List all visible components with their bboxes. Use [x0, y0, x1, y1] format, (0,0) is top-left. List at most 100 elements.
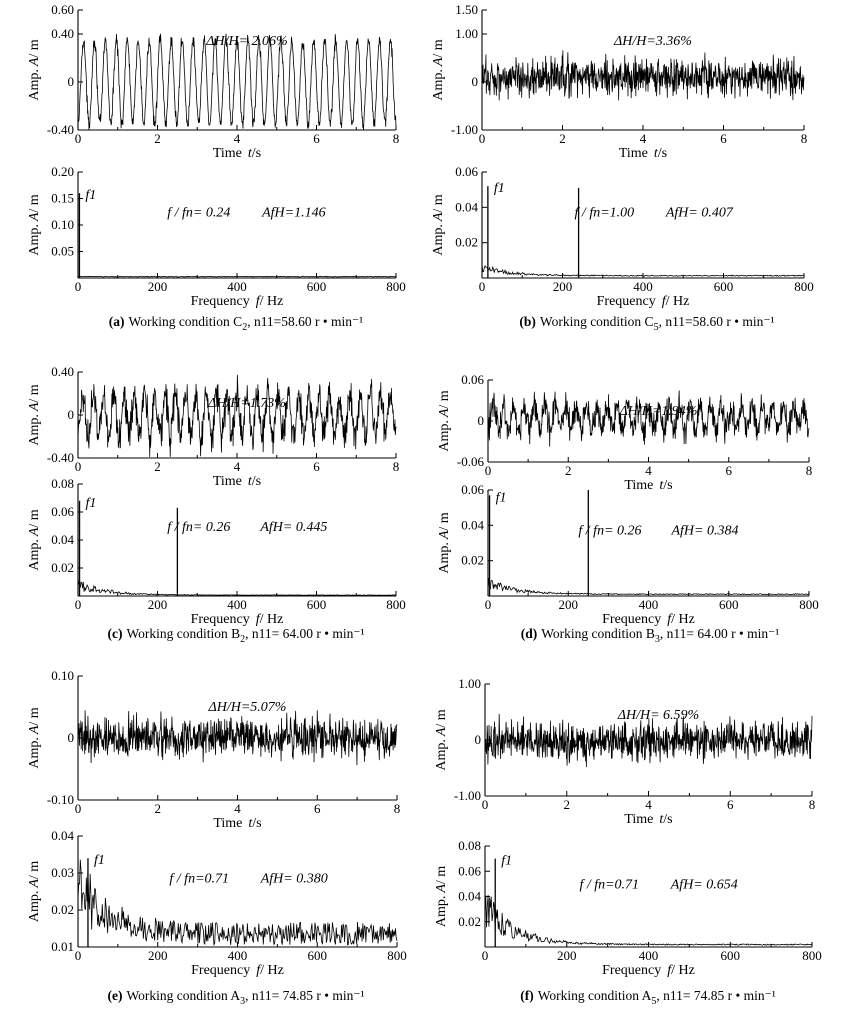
caption-subscript: 5: [654, 322, 659, 333]
caption-subscript: 2: [240, 634, 245, 645]
x-axis-label-var: f: [256, 294, 262, 309]
y-axis-label: Amp. A/ m: [431, 39, 446, 100]
y-tick-label: 0.40: [51, 26, 74, 41]
y-tick-label: 0: [472, 74, 479, 89]
x-tick-label: 600: [308, 948, 328, 963]
caption-subscript: 3: [655, 634, 660, 645]
y-axis-label-var: A: [27, 57, 42, 67]
y-axis-label-unit: / m: [434, 866, 449, 884]
x-axis-label-unit: /s: [252, 816, 261, 831]
x-axis-label-unit: / Hz: [671, 612, 695, 627]
series-line: [77, 710, 398, 766]
x-tick-label: 4: [640, 131, 647, 146]
frequency-ratio-label: f / fn=1.00: [575, 206, 635, 221]
y-tick-label: 0: [475, 732, 482, 747]
y-tick-label: 1.50: [455, 2, 478, 17]
y-axis-label-var: A: [27, 212, 42, 222]
caption-c: (c) Working condition B2, n11= 64.00 r • …: [107, 626, 364, 645]
y-axis-label-unit: / m: [431, 39, 446, 57]
caption-rest: , n11= 64.00 r • min⁻¹: [660, 626, 779, 641]
y-tick-label: -0.40: [47, 122, 74, 137]
x-tick-label: 0: [75, 597, 82, 612]
x-axis-label-unit: /s: [252, 474, 261, 489]
y-tick-label: 0.15: [51, 191, 74, 206]
x-axis-label-main: Frequency: [597, 294, 656, 309]
y-tick-label: 0.06: [455, 164, 478, 179]
delta-h-annotation: ΔH/H=1.94%: [619, 404, 698, 419]
caption-text: Working condition C: [129, 314, 243, 329]
x-tick-label: 8: [393, 131, 400, 146]
y-axis-label-unit: / m: [431, 194, 446, 212]
x-axis-label-var: f: [662, 294, 668, 309]
delta-h-annotation: ΔH/H=1.73%: [207, 396, 286, 411]
x-tick-label: 200: [148, 279, 168, 294]
x-tick-label: 2: [154, 131, 161, 146]
frequency-ratio-label: f / fn= 0.24: [167, 206, 230, 221]
caption-rest: , n11= 64.00 r • min⁻¹: [245, 626, 364, 641]
x-tick-label: 800: [799, 597, 819, 612]
y-axis-label: Amp. A/ m: [27, 384, 42, 445]
x-tick-label: 400: [227, 597, 247, 612]
x-tick-label: 600: [307, 279, 327, 294]
y-axis-label-main: Amp.: [431, 69, 446, 101]
y-tick-label: 0: [478, 413, 485, 428]
caption-a: (a) Working condition C2, n11=58.60 r • m…: [109, 314, 363, 333]
x-tick-label: 4: [645, 463, 652, 478]
y-tick-label: 0.04: [461, 517, 484, 532]
y-axis-label-var: A: [434, 884, 449, 894]
series-line: [77, 374, 397, 458]
x-tick-label: 4: [234, 801, 241, 816]
x-axis-label: Time t/s: [624, 812, 672, 827]
y-axis-label-var: A: [437, 530, 452, 540]
y-axis-label-main: Amp.: [437, 420, 452, 452]
frequency-ratio-label: f / fn= 0.26: [578, 524, 641, 539]
x-tick-label: 0: [482, 948, 489, 963]
x-tick-label: 4: [234, 131, 241, 146]
x-axis-label-main: Frequency: [191, 963, 250, 978]
series-line: [487, 390, 810, 447]
x-tick-label: 400: [639, 948, 659, 963]
caption-subscript: 5: [651, 996, 656, 1007]
x-axis-label-var: t: [248, 816, 253, 831]
x-tick-label: 0: [479, 131, 486, 146]
y-tick-label: 0.10: [51, 668, 74, 683]
caption-subscript: 3: [240, 996, 245, 1007]
afh-label: AfH= 0.384: [670, 524, 738, 539]
delta-h-annotation: ΔH/H= 2.06%: [205, 34, 287, 49]
y-tick-label: 0.02: [461, 553, 484, 568]
y-axis-label-var: A: [431, 57, 446, 67]
x-tick-label: 600: [307, 597, 327, 612]
f1-label: f1: [94, 853, 105, 868]
x-axis-label: Frequency f/ Hz: [191, 294, 284, 309]
y-tick-label: 0.40: [51, 364, 74, 379]
y-axis-label-main: Amp.: [27, 539, 42, 571]
caption-label: (a): [109, 314, 125, 329]
x-axis-label-var: f: [256, 612, 262, 627]
f1-label: f1: [86, 496, 97, 511]
x-tick-label: 400: [639, 597, 659, 612]
spectrum-line: [77, 859, 398, 946]
y-axis-label-main: Amp.: [27, 737, 42, 769]
y-tick-label: 0.20: [51, 164, 74, 179]
x-tick-label: 600: [714, 279, 734, 294]
y-axis-label-unit: / m: [27, 707, 42, 725]
x-tick-label: 800: [794, 279, 814, 294]
x-tick-label: 8: [393, 459, 400, 474]
x-tick-label: 8: [806, 463, 813, 478]
caption-label: (b): [519, 314, 536, 329]
y-tick-label: -0.06: [457, 454, 485, 469]
y-tick-label: 0.04: [458, 889, 481, 904]
y-tick-label: 0.02: [455, 235, 478, 250]
y-axis-label-var: A: [27, 879, 42, 889]
x-axis-label-main: Time: [624, 478, 653, 493]
spectrum-line: [487, 578, 810, 596]
y-tick-label: 0.01: [51, 939, 74, 954]
spectrum-line: [77, 578, 397, 596]
caption-label: (d): [521, 626, 538, 641]
